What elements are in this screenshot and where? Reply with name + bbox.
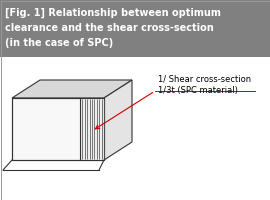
- Text: 1/3t (SPC material): 1/3t (SPC material): [158, 86, 238, 95]
- Polygon shape: [12, 98, 104, 160]
- Text: 1/ Shear cross-section: 1/ Shear cross-section: [158, 75, 251, 84]
- Polygon shape: [12, 80, 132, 98]
- Text: clearance and the shear cross-section: clearance and the shear cross-section: [5, 23, 214, 33]
- Polygon shape: [80, 98, 104, 160]
- Text: [Fig. 1] Relationship between optimum: [Fig. 1] Relationship between optimum: [5, 8, 221, 18]
- Polygon shape: [104, 80, 132, 160]
- Bar: [0, 0, 270, 57]
- Text: (in the case of SPC): (in the case of SPC): [5, 38, 113, 48]
